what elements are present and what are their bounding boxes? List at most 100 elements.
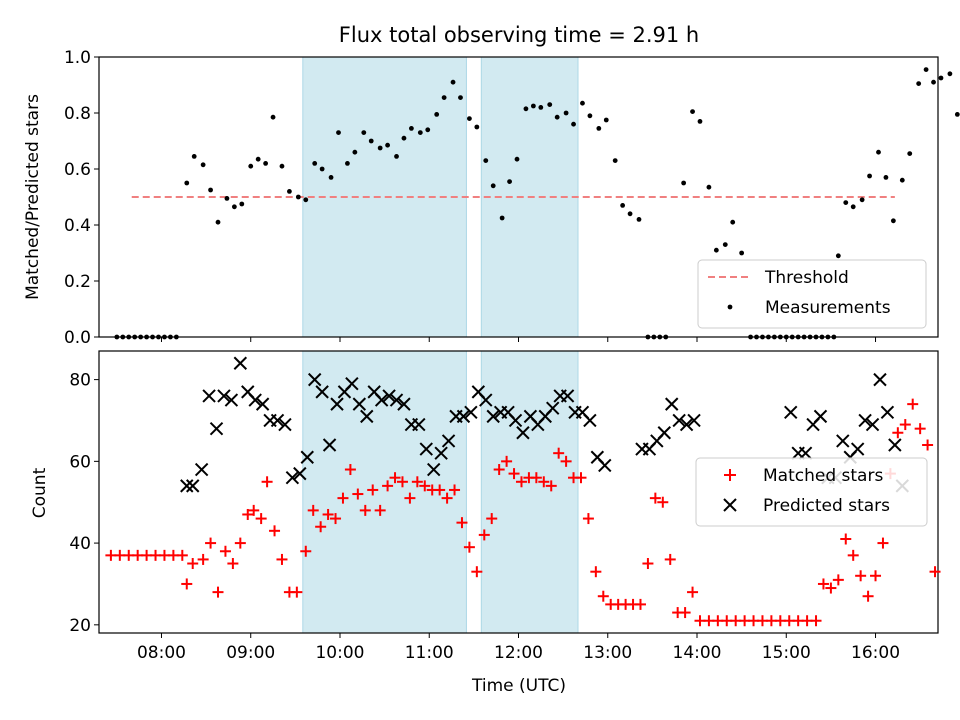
matched-point (508, 468, 520, 480)
predicted-point (352, 397, 367, 411)
measurement-point (850, 204, 856, 210)
measurement-point (200, 162, 206, 168)
predicted-point (233, 356, 248, 370)
measurement-point (523, 106, 529, 112)
top-legend: Threshold Measurements (697, 259, 927, 329)
measurement-point (587, 113, 593, 119)
matched-point (862, 590, 874, 602)
predicted-point (419, 442, 433, 456)
measurement-point (239, 201, 245, 207)
measurement-point (754, 334, 759, 340)
measurement-point (867, 173, 872, 179)
predicted-point (194, 462, 209, 477)
matched-point (649, 492, 661, 504)
predicted-point (389, 393, 404, 407)
measurement-point (474, 124, 480, 130)
y-tick-label: 0.2 (64, 272, 91, 292)
measurement-point (899, 177, 905, 183)
measurement-point (547, 102, 553, 107)
measurement-point (748, 334, 753, 340)
predicted-point (850, 442, 865, 456)
predicted-point (360, 409, 374, 424)
measurement-point (336, 130, 341, 136)
measurement-point (168, 334, 173, 340)
predicted-point (412, 417, 426, 432)
measurement-point (434, 112, 440, 117)
matched-point (337, 492, 349, 504)
measurement-point (368, 138, 374, 144)
measurement-point (279, 163, 285, 169)
x-tick-label: 15:00 (762, 643, 811, 663)
measurement-point (807, 334, 813, 340)
measurement-point (645, 334, 651, 340)
measurements-legend-swatch (727, 304, 733, 310)
matched-point (832, 574, 844, 586)
measurement-point (538, 105, 544, 110)
predicted-point (374, 393, 389, 407)
measurement-point (156, 334, 161, 340)
measurement-point (255, 156, 261, 162)
predicted-point (679, 417, 694, 432)
measurement-point (859, 197, 865, 203)
x-tick-label: 12:00 (494, 643, 543, 663)
measurement-point (208, 187, 213, 193)
matched-point (374, 504, 386, 516)
matched-point (344, 464, 356, 476)
matched-point (892, 427, 904, 439)
matched-point (687, 586, 699, 598)
predicted-point (508, 413, 523, 428)
matched-point (269, 525, 281, 537)
predicted-point (330, 397, 344, 411)
measurement-point (571, 121, 576, 127)
measurement-point (931, 79, 936, 85)
predicted-point (270, 413, 285, 428)
predicted-point (813, 409, 828, 424)
y-tick-label: 1.0 (64, 48, 91, 68)
measurement-point (270, 114, 276, 120)
predicted-point (665, 397, 679, 411)
matched-point (176, 549, 188, 561)
matched-point (276, 553, 288, 565)
matched-point (300, 545, 312, 557)
measurement-point (657, 334, 663, 340)
measurement-point (248, 163, 254, 169)
measurement-point (385, 142, 390, 148)
measurement-point (394, 154, 399, 159)
measurement-point (425, 127, 431, 133)
matched-point (929, 566, 941, 578)
x-tick-label: 09:00 (226, 643, 275, 663)
bottom-panel: 20 40 60 80 08:00 09:00 10:00 11:00 12:00 13:00 1… (30, 350, 941, 696)
predicted-point (873, 372, 887, 387)
predicted-point (224, 393, 239, 407)
measurement-point (303, 197, 309, 203)
measurement-point (530, 103, 536, 109)
predicted-point (657, 426, 671, 440)
x-tick-label: 16:00 (851, 643, 900, 663)
matched-point (212, 586, 224, 598)
bottom-x-axis: 08:00 09:00 10:00 11:00 12:00 13:00 14:00 15:00… (137, 633, 900, 663)
matched-point (634, 598, 646, 610)
measurement-point (706, 184, 712, 190)
measurement-point (312, 161, 318, 166)
measurement-point (690, 109, 695, 114)
matched-point (411, 476, 423, 488)
matched-point (590, 566, 602, 578)
measurement-point (801, 334, 807, 340)
measurement-point (563, 110, 569, 116)
measurement-point (441, 95, 447, 100)
measurement-point (722, 242, 728, 248)
predicted-point (560, 389, 575, 403)
matched-point (242, 508, 254, 520)
measurement-point (777, 334, 783, 340)
matched-point (679, 607, 691, 619)
matched-point (205, 537, 217, 549)
measurement-point (162, 334, 167, 340)
matched-point (493, 464, 505, 476)
measurement-point (907, 151, 913, 157)
matched-point (255, 513, 267, 525)
top-x-ticks (160, 337, 877, 342)
observing-span-1 (302, 350, 467, 634)
matched-point (456, 517, 468, 529)
matched-point (914, 423, 926, 435)
measurement-point (636, 217, 642, 222)
